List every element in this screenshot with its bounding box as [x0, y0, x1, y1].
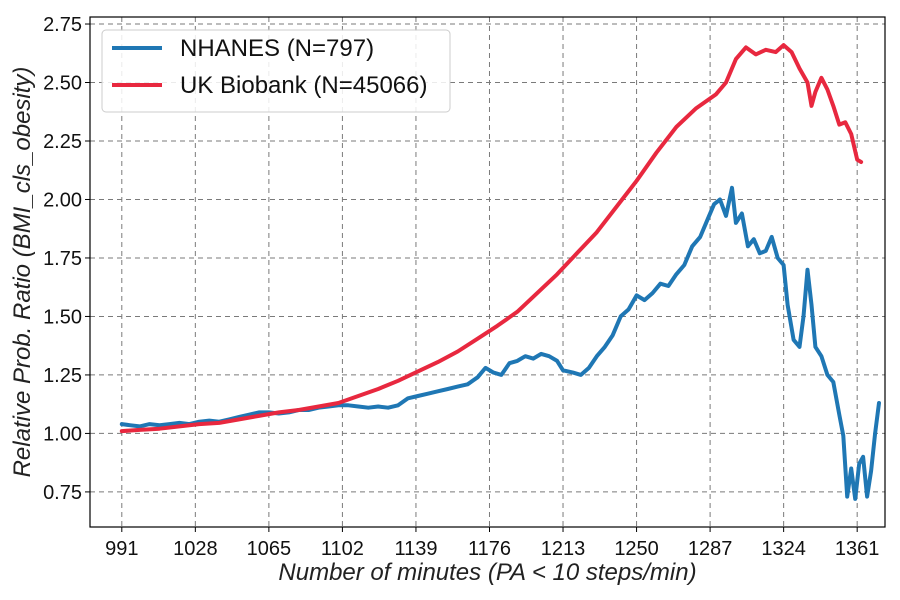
series-lines [119, 43, 881, 501]
x-axis-ticks: 991 1028 1065 1102 1139 1176 1213 1250 1287 1324 1… [105, 527, 879, 560]
y-tick-label: 1.50 [43, 306, 82, 328]
y-tick-label: 1.75 [43, 248, 82, 270]
x-tick-label: 1139 [394, 538, 437, 560]
legend-label-nhanes: NHANES (N=797) [180, 35, 374, 62]
x-tick-label: 1065 [247, 538, 292, 560]
x-tick-label: 1028 [173, 538, 218, 560]
plot-area-frame [89, 16, 886, 528]
y-axis-ticks: 0.75 1.00 1.25 1.50 1.75 2.00 2.25 2.50 2.75 [43, 14, 90, 504]
legend-label-uk-biobank: UK Biobank (N=45066) [180, 72, 427, 99]
nhanes-series-line [119, 185, 881, 501]
legend: NHANES (N=797) UK Biobank (N=45066) [101, 29, 451, 113]
y-tick-label: 0.75 [43, 482, 82, 504]
grid [90, 17, 885, 527]
y-tick-label: 2.50 [43, 73, 82, 95]
y-tick-label: 2.75 [43, 14, 82, 36]
x-tick-label: 1102 [321, 538, 364, 560]
y-tick-label: 1.25 [43, 365, 82, 387]
x-tick-label: 1287 [688, 538, 733, 560]
x-axis-label: Number of minutes (PA < 10 steps/min) [278, 559, 696, 586]
x-tick-label: 1324 [761, 538, 806, 560]
x-tick-label: 1213 [541, 538, 586, 560]
y-tick-label: 2.25 [43, 131, 82, 153]
x-tick-label: 1176 [468, 538, 511, 560]
y-tick-label: 2.00 [43, 189, 82, 211]
uk-biobank-series-line [119, 43, 864, 434]
y-axis-label: Relative Prob. Ratio (BMI_cls_obesity) [9, 67, 36, 478]
x-tick-label: 1250 [614, 538, 659, 560]
x-tick-label: 991 [105, 538, 138, 560]
legend-box [101, 29, 451, 113]
x-tick-label: 1361 [835, 538, 880, 560]
y-tick-label: 1.00 [43, 423, 82, 445]
